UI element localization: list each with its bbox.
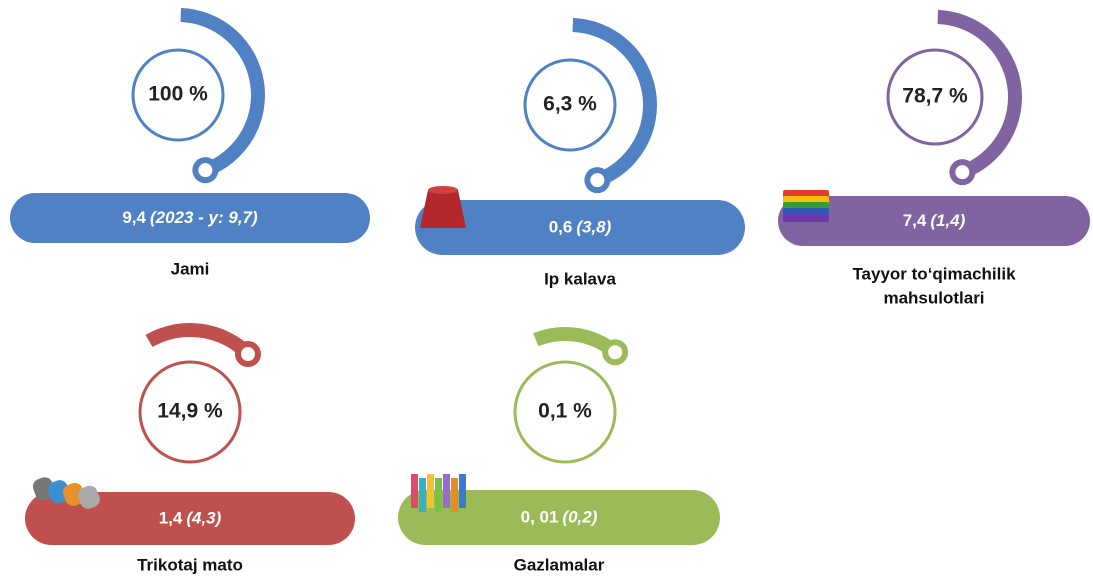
icon xyxy=(451,478,458,512)
icon xyxy=(419,478,426,512)
arc-ring xyxy=(238,344,258,364)
percent: 100 % xyxy=(148,83,208,106)
value: 7,4 xyxy=(903,211,927,230)
value-text: 1,4(4,3) xyxy=(159,509,222,528)
arc-ring xyxy=(587,170,607,190)
icon xyxy=(443,474,450,508)
icon xyxy=(411,474,418,508)
label: Trikotaj mato xyxy=(137,555,243,574)
indicator: 78,7 % 7,4(1,4) Tayyor to‘qimachilik mahsul… xyxy=(778,17,1090,307)
label: Gazlamalar xyxy=(514,555,605,574)
label: mahsulotlari xyxy=(883,288,984,307)
arc-ring xyxy=(605,342,625,362)
icon xyxy=(420,190,466,228)
icon xyxy=(428,186,458,194)
label: Jami xyxy=(171,259,210,278)
value-text: 7,4(1,4) xyxy=(903,211,966,230)
label: Tayyor to‘qimachilik xyxy=(852,264,1016,283)
percent: 14,9 % xyxy=(157,400,223,423)
icon xyxy=(459,474,466,508)
value-note: (4,3) xyxy=(186,509,221,528)
icon xyxy=(783,214,829,222)
infographic: 100 % 9,4(2023 - y: 9,7) Jami 6,3 % 0,6(3,8)… xyxy=(0,0,1093,578)
value: 9,4 xyxy=(122,208,146,227)
icon xyxy=(435,478,442,512)
indicator: 100 % 9,4(2023 - y: 9,7) Jami xyxy=(10,15,370,278)
indicator: 6,3 % 0,6(3,8) Ip kalava xyxy=(415,25,745,288)
percent: 6,3 % xyxy=(543,93,597,116)
arc xyxy=(149,330,248,354)
indicator: 0,1 % 0, 01(0,2) Gazlamalar xyxy=(398,334,720,574)
value: 0, 01 xyxy=(521,508,559,527)
indicator: 14,9 % 1,4(4,3) Trikotaj mato xyxy=(25,330,355,574)
percent: 78,7 % xyxy=(902,85,968,108)
value-text: 0,6(3,8) xyxy=(549,218,612,237)
arc-ring xyxy=(952,162,972,182)
value-note: (0,2) xyxy=(562,508,597,527)
arc-ring xyxy=(195,160,215,180)
label: Ip kalava xyxy=(544,269,616,288)
percent: 0,1 % xyxy=(538,400,592,423)
value-text: 9,4(2023 - y: 9,7) xyxy=(122,208,258,227)
value-note: (3,8) xyxy=(576,218,611,237)
value: 0,6 xyxy=(549,218,573,237)
value: 1,4 xyxy=(159,509,183,528)
icon xyxy=(427,474,434,508)
value-note: (2023 - y: 9,7) xyxy=(150,208,258,227)
value-note: (1,4) xyxy=(930,211,965,230)
